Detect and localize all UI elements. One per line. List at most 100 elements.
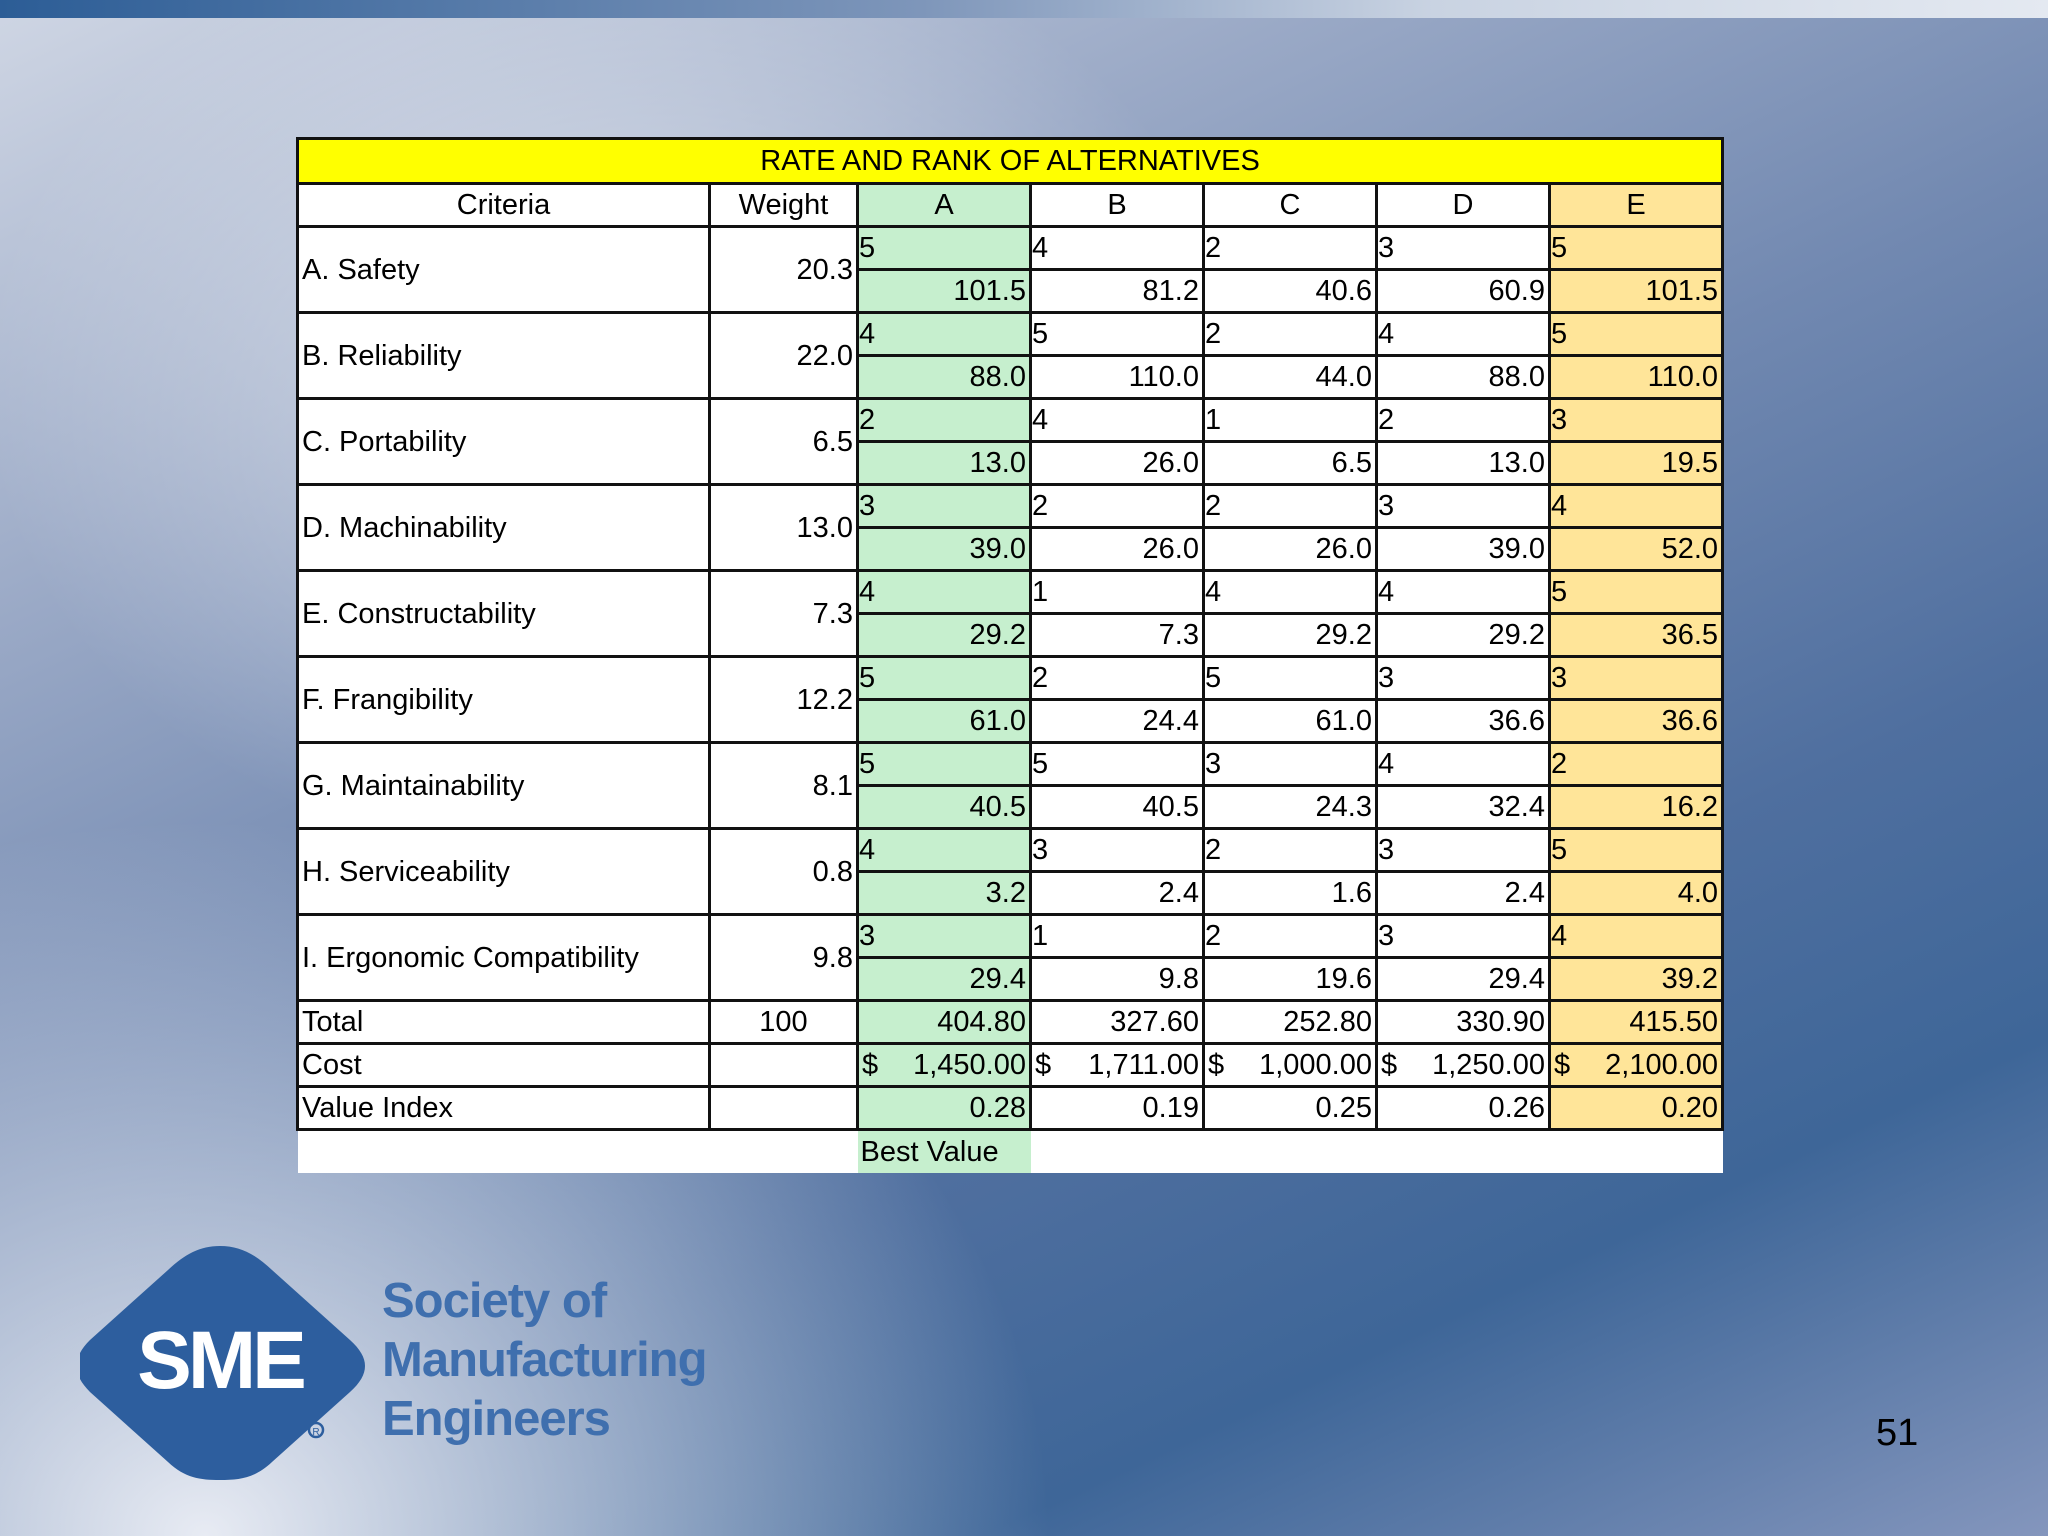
total-cell-c: 252.80 bbox=[1202, 999, 1378, 1045]
criterion-label: F. Frangibility bbox=[296, 655, 711, 744]
rating-cell-d: 3 bbox=[1375, 483, 1551, 529]
rating-cell-b: 4 bbox=[1029, 225, 1205, 271]
organization-name: Society of Manufacturing Engineers bbox=[382, 1272, 708, 1449]
total-row: Total 100 404.80 327.60 252.80 330.90 415.50 bbox=[296, 999, 1725, 1045]
criterion-rating-row: C. Portability 6.5 2 4 1 2 3 bbox=[296, 397, 1725, 486]
rate-rank-table: RATE AND RANK OF ALTERNATIVES Criteria W… bbox=[295, 137, 1725, 1173]
value-index-cell-b: 0.19 bbox=[1029, 1085, 1205, 1131]
score-cell-d: 39.0 bbox=[1375, 526, 1551, 572]
header-weight: Weight bbox=[708, 182, 859, 228]
cost-cell-c: $1,000.00 bbox=[1202, 1042, 1378, 1088]
score-cell-b: 26.0 bbox=[1029, 440, 1205, 486]
score-cell-d: 2.4 bbox=[1375, 870, 1551, 916]
criterion-weight: 20.3 bbox=[708, 225, 859, 314]
note-spacer bbox=[297, 1129, 710, 1173]
score-cell-e: 36.6 bbox=[1547, 698, 1725, 744]
cost-amount: 1,000.00 bbox=[1259, 1049, 1372, 1081]
cost-cell-e: $2,100.00 bbox=[1547, 1042, 1725, 1088]
criterion-score-row: 13.0 26.0 6.5 13.0 19.5 bbox=[298, 440, 1725, 486]
criterion-score-row: 39.0 26.0 26.0 39.0 52.0 bbox=[298, 526, 1725, 572]
score-cell-b: 26.0 bbox=[1029, 526, 1205, 572]
criterion-label: G. Maintainability bbox=[296, 741, 711, 830]
header-criteria: Criteria bbox=[296, 182, 711, 228]
criterion-label: E. Constructability bbox=[296, 569, 711, 658]
cost-cell-b: $1,711.00 bbox=[1029, 1042, 1205, 1088]
total-label: Total bbox=[296, 999, 711, 1045]
criterion-rating-row: D. Machinability 13.0 3 2 2 3 4 bbox=[296, 483, 1725, 572]
value-index-label: Value Index bbox=[296, 1085, 711, 1131]
score-cell-a: 88.0 bbox=[856, 354, 1032, 400]
rating-cell-c: 2 bbox=[1202, 827, 1378, 873]
score-cell-e: 101.5 bbox=[1547, 268, 1725, 314]
rating-cell-d: 3 bbox=[1375, 225, 1551, 271]
note-spacer bbox=[709, 1129, 858, 1173]
score-cell-e: 16.2 bbox=[1547, 784, 1725, 830]
svg-text:R: R bbox=[312, 1427, 319, 1438]
rating-cell-e: 4 bbox=[1547, 913, 1725, 959]
score-cell-c: 19.6 bbox=[1202, 956, 1378, 1002]
total-cell-a: 404.80 bbox=[856, 999, 1032, 1045]
score-cell-c: 24.3 bbox=[1202, 784, 1378, 830]
score-cell-c: 61.0 bbox=[1202, 698, 1378, 744]
rating-cell-d: 3 bbox=[1375, 913, 1551, 959]
criterion-rating-row: E. Constructability 7.3 4 1 4 4 5 bbox=[296, 569, 1725, 658]
currency-symbol: $ bbox=[1208, 1049, 1225, 1081]
criterion-rating-row: G. Maintainability 8.1 5 5 3 4 2 bbox=[296, 741, 1725, 830]
score-cell-d: 36.6 bbox=[1375, 698, 1551, 744]
criterion-label: H. Serviceability bbox=[296, 827, 711, 916]
score-cell-d: 32.4 bbox=[1375, 784, 1551, 830]
score-cell-a: 101.5 bbox=[856, 268, 1032, 314]
score-cell-d: 60.9 bbox=[1375, 268, 1551, 314]
sme-diamond-mark bbox=[80, 1246, 365, 1480]
rating-cell-e: 2 bbox=[1547, 741, 1725, 787]
criterion-weight: 9.8 bbox=[708, 913, 859, 1002]
criterion-rating-row: F. Frangibility 12.2 5 2 5 3 3 bbox=[296, 655, 1725, 744]
rating-cell-a: 4 bbox=[856, 827, 1032, 873]
rating-cell-d: 2 bbox=[1375, 397, 1551, 443]
rating-cell-a: 5 bbox=[856, 741, 1032, 787]
cost-cell-a: $1,450.00 bbox=[856, 1042, 1032, 1088]
score-cell-a: 39.0 bbox=[856, 526, 1032, 572]
rating-cell-e: 5 bbox=[1547, 225, 1725, 271]
score-cell-b: 2.4 bbox=[1029, 870, 1205, 916]
score-cell-b: 81.2 bbox=[1029, 268, 1205, 314]
criterion-score-row: 101.5 81.2 40.6 60.9 101.5 bbox=[298, 268, 1725, 314]
value-index-row: Value Index 0.28 0.19 0.25 0.26 0.20 bbox=[296, 1085, 1725, 1131]
note-spacer bbox=[1376, 1129, 1550, 1173]
rating-cell-b: 2 bbox=[1029, 655, 1205, 701]
score-cell-e: 19.5 bbox=[1547, 440, 1725, 486]
rating-cell-c: 5 bbox=[1202, 655, 1378, 701]
header-alt-e: E bbox=[1547, 182, 1725, 228]
value-index-cell-e: 0.20 bbox=[1547, 1085, 1725, 1131]
score-cell-b: 7.3 bbox=[1029, 612, 1205, 658]
criterion-rating-row: B. Reliability 22.0 4 5 2 4 5 bbox=[296, 311, 1725, 400]
rating-cell-e: 5 bbox=[1547, 827, 1725, 873]
top-accent-bar bbox=[0, 0, 2048, 18]
score-cell-e: 39.2 bbox=[1547, 956, 1725, 1002]
note-spacer bbox=[1203, 1129, 1377, 1173]
slide-number: 51 bbox=[1876, 1412, 1919, 1454]
criterion-weight: 22.0 bbox=[708, 311, 859, 400]
rating-cell-e: 4 bbox=[1547, 483, 1725, 529]
rating-cell-c: 2 bbox=[1202, 225, 1378, 271]
score-cell-d: 88.0 bbox=[1375, 354, 1551, 400]
rating-cell-c: 2 bbox=[1202, 483, 1378, 529]
criterion-score-row: 40.5 40.5 24.3 32.4 16.2 bbox=[298, 784, 1725, 830]
score-cell-d: 29.2 bbox=[1375, 612, 1551, 658]
score-cell-a: 3.2 bbox=[856, 870, 1032, 916]
score-cell-b: 9.8 bbox=[1029, 956, 1205, 1002]
criterion-score-row: 61.0 24.4 61.0 36.6 36.6 bbox=[298, 698, 1725, 744]
cost-amount: 1,711.00 bbox=[1088, 1049, 1199, 1081]
score-cell-b: 40.5 bbox=[1029, 784, 1205, 830]
value-index-cell-d: 0.26 bbox=[1375, 1085, 1551, 1131]
currency-symbol: $ bbox=[1035, 1049, 1052, 1081]
rating-cell-a: 5 bbox=[856, 225, 1032, 271]
header-alt-a: A bbox=[856, 182, 1032, 228]
header-alt-d: D bbox=[1375, 182, 1551, 228]
rating-cell-e: 5 bbox=[1547, 569, 1725, 615]
score-cell-a: 29.2 bbox=[856, 612, 1032, 658]
score-cell-c: 6.5 bbox=[1202, 440, 1378, 486]
score-cell-e: 36.5 bbox=[1547, 612, 1725, 658]
rating-cell-e: 5 bbox=[1547, 311, 1725, 357]
score-cell-a: 40.5 bbox=[856, 784, 1032, 830]
